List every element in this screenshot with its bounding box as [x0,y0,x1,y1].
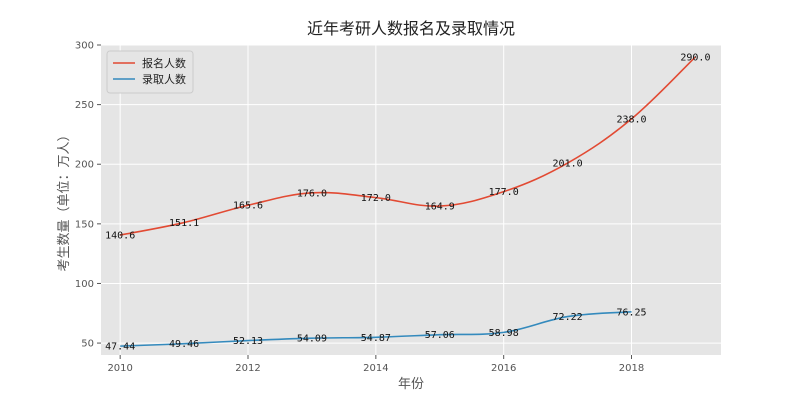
data-label-registrations: 151.1 [169,218,199,229]
data-label-admissions: 72.22 [553,312,583,323]
y-tick-label: 250 [75,100,94,111]
y-tick-label: 200 [75,160,94,171]
data-label-registrations: 165.6 [233,201,263,212]
data-label-admissions: 49.46 [169,339,199,350]
plot-area [101,45,721,355]
series-line-admissions [120,310,632,347]
data-label-registrations: 238.0 [616,114,646,125]
series-lines [120,56,696,347]
data-label-admissions: 54.87 [361,333,391,344]
series-line-registrations [120,56,696,236]
axis-ticks: 2010 2012 2014 2016 2018 50 100 150 200 250 300 [75,41,644,375]
data-label-admissions: 57.06 [425,330,455,341]
data-label-registrations: 140.6 [105,231,135,242]
y-tick-label: 300 [75,41,94,52]
data-label-registrations: 176.0 [297,188,327,199]
data-label-admissions: 54.09 [297,334,327,345]
x-tick-label: 2016 [491,363,516,374]
legend: 报名人数 录取人数 [106,50,194,94]
data-labels: 140.6 151.1 165.6 176.0 172.0 164.9 177.0 201.0… [105,52,710,352]
grid-lines [101,44,721,355]
y-tick-label: 100 [75,279,94,290]
data-label-admissions: 58.98 [489,328,519,339]
y-tick-label: 150 [75,219,94,230]
data-label-registrations: 164.9 [425,202,455,213]
x-tick-label: 2018 [619,363,644,374]
data-label-registrations: 172.0 [361,193,391,204]
data-label-registrations: 177.0 [489,187,519,198]
legend-label-registrations: 报名人数 [142,56,186,70]
data-label-admissions: 76.25 [616,307,646,318]
x-axis-label: 年份 [398,377,424,392]
data-label-registrations: 201.0 [553,159,583,170]
data-label-registrations: 290.0 [680,52,710,63]
y-tick-label: 50 [81,339,94,350]
data-label-admissions: 47.44 [105,342,135,353]
data-label-admissions: 52.13 [233,336,263,347]
x-tick-label: 2010 [107,363,132,374]
x-tick-label: 2012 [235,363,260,374]
y-axis-label: 考生数量（单位：万人） [57,128,72,271]
x-tick-label: 2014 [363,363,388,374]
legend-box [106,50,194,94]
legend-label-admissions: 录取人数 [142,73,186,86]
chart-title: 近年考研人数报名及录取情况 [307,19,515,38]
